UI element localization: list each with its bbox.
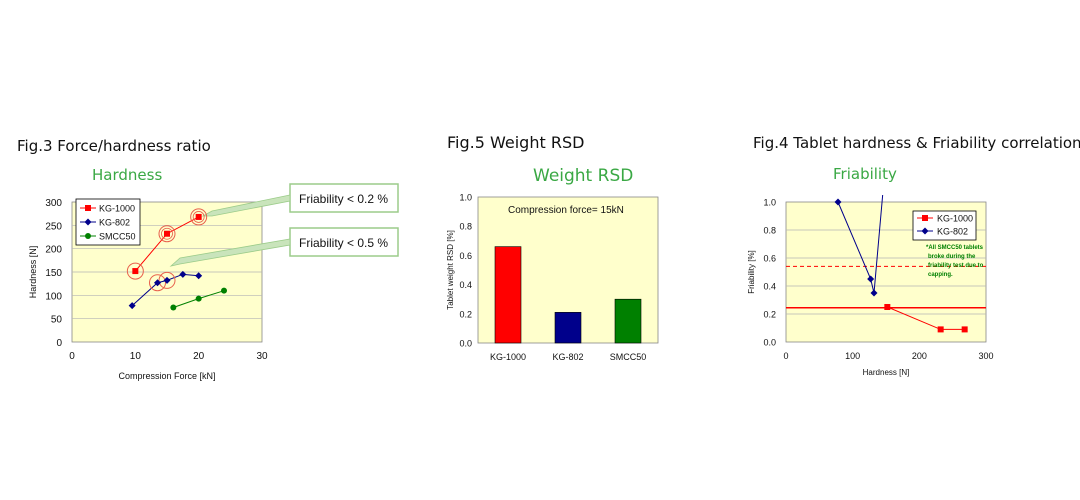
chart3-xtick-label: 300 xyxy=(978,351,993,361)
chart1-highlight-circle xyxy=(190,208,208,226)
chart3-point xyxy=(867,275,875,283)
chart1-point xyxy=(170,304,177,311)
chart3-legend-marker xyxy=(922,215,928,221)
chart1-point xyxy=(195,295,202,302)
chart1-point xyxy=(163,276,171,284)
fig3-title: Fig.3 Force/hardness ratio xyxy=(17,137,211,155)
chart1-highlight-circle-inner xyxy=(192,211,205,223)
chart1-ytick-label: 250 xyxy=(45,221,62,232)
chart3-ytick-label: 0.4 xyxy=(763,282,776,292)
chart3-legend-label: KG-802 xyxy=(937,227,968,237)
chart2-category-label: SMCC50 xyxy=(610,352,647,362)
chart2-ytick-label: 0.0 xyxy=(459,339,472,349)
fig4-title: Fig.4 Tablet hardness & Friability corre… xyxy=(753,134,1080,152)
chart1-point xyxy=(221,287,227,294)
chart1-point xyxy=(179,270,187,278)
callout-arrow-2 xyxy=(169,238,291,267)
chart1-ytick-label: 200 xyxy=(45,245,62,256)
chart1-highlight-circle xyxy=(126,262,144,280)
chart3-ytick-label: 0.0 xyxy=(763,338,776,348)
chart1-point xyxy=(164,230,170,237)
chart3-point xyxy=(834,198,842,206)
chart1-legend-label: KG-1000 xyxy=(99,204,135,214)
chart1-ytick-label: 100 xyxy=(45,291,62,302)
chart1-legend-marker xyxy=(84,218,92,226)
chart3-series-line xyxy=(837,194,884,294)
chart2-ytick-label: 0.6 xyxy=(459,251,472,261)
chart1-highlight-circle xyxy=(158,271,176,289)
callout-text-2: Friability < 0.5 % xyxy=(299,236,388,250)
chart1-highlight-circle xyxy=(149,274,166,292)
chart2-ytick-label: 0.8 xyxy=(459,222,472,232)
fig5-title: Fig.5 Weight RSD xyxy=(447,133,585,152)
chart3-note-line-1: *All SMCC50 tablets xyxy=(926,245,984,251)
chart2: 0.0 0.2 0.4 0.6 0.8 1.0 Compression force= 15… xyxy=(446,193,659,362)
chart3-point xyxy=(961,326,968,333)
chart3-xtick-label: 0 xyxy=(783,351,788,361)
chart1-highlight-circle-inner xyxy=(161,227,173,240)
chart1-legend-marker xyxy=(85,233,91,239)
chart1-ytick-label: 300 xyxy=(45,198,62,209)
chart2-category-label: KG-802 xyxy=(552,352,583,362)
chart1-legend-label: SMCC50 xyxy=(99,232,136,242)
chart2-category-label: KG-1000 xyxy=(490,352,526,362)
chart3-point xyxy=(937,326,944,333)
chart3: 0.0 0.2 0.4 0.6 0.8 1.0 0 100 200 300 Friability … xyxy=(747,194,994,377)
callout-text-1: Friability < 0.2 % xyxy=(299,192,388,206)
chart1-legend-label: KG-802 xyxy=(99,218,130,228)
chart2-bar xyxy=(614,298,642,344)
chart1-point xyxy=(128,302,136,310)
fig3-chart-title: Hardness xyxy=(92,166,163,184)
chart1-highlight-circle xyxy=(158,225,176,243)
chart1-xtick-label: 30 xyxy=(256,351,268,362)
chart1-xlabel: Compression Force [kN] xyxy=(118,371,215,381)
chart3-point xyxy=(870,289,878,297)
chart3-legend-marker xyxy=(921,227,929,235)
fig5-chart-title: Weight RSD xyxy=(533,166,634,186)
chart1-xtick-label: 20 xyxy=(193,351,205,362)
callout-arrow-1 xyxy=(201,194,291,217)
chart3-point xyxy=(884,304,891,310)
chart3-ytick-label: 0.8 xyxy=(763,226,776,236)
callout-box-1 xyxy=(289,183,399,213)
chart1-point xyxy=(195,213,202,220)
chart3-note: *All SMCC50 tablets broke during the fri… xyxy=(926,245,984,278)
chart2-annotation: Compression force= 15kN xyxy=(508,205,624,216)
chart3-ytick-label: 0.2 xyxy=(763,310,776,320)
chart3-xtick-label: 100 xyxy=(845,351,860,361)
chart1-ytick-label: 50 xyxy=(51,315,63,326)
chart3-note-line-4: capping. xyxy=(928,272,953,278)
chart1-xtick-label: 10 xyxy=(130,351,142,362)
chart2-ytick-label: 0.4 xyxy=(459,280,472,290)
chart2-ylabel: Tablet weight RSD [%] xyxy=(446,230,455,310)
chart1-xtick-label: 0 xyxy=(69,351,75,362)
chart1-ytick-label: 150 xyxy=(45,268,62,279)
chart2-bar xyxy=(554,312,582,344)
chart2-ytick-label: 0.2 xyxy=(459,309,472,319)
chart1-point xyxy=(195,272,203,280)
chart3-note-line-2: broke during the xyxy=(928,254,976,260)
chart3-note-line-3: friability test due to xyxy=(928,263,984,269)
chart2-bar xyxy=(494,246,522,344)
chart1-ylabel: Hardness [N] xyxy=(28,246,38,299)
fig4-chart-title: Friability xyxy=(833,165,897,183)
chart3-ylabel: Friability [%] xyxy=(747,250,756,294)
chart1-ytick-label: 0 xyxy=(56,338,62,349)
chart1-point xyxy=(132,268,139,275)
chart3-ytick-label: 1.0 xyxy=(763,198,776,208)
chart1-legend-marker xyxy=(85,205,91,211)
chart3-ytick-label: 0.6 xyxy=(763,254,776,264)
chart2-ytick-label: 1.0 xyxy=(459,193,472,203)
chart1: 0 50 100 150 200 250 300 0 10 20 30 Hardness [N] C… xyxy=(28,183,399,381)
chart1-point xyxy=(154,279,161,287)
chart3-xtick-label: 200 xyxy=(912,351,927,361)
chart3-legend-label: KG-1000 xyxy=(937,214,973,224)
chart3-xlabel: Hardness [N] xyxy=(863,368,910,377)
